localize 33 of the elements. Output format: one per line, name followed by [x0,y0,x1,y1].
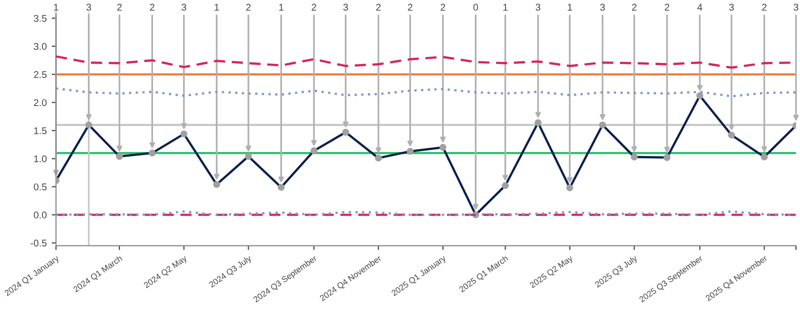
annotation: 0 [473,4,478,11]
y-tick-label: 3.0 [34,43,47,50]
annotation: 1 [568,4,572,11]
annotation: 3 [182,4,186,11]
annotation: 3 [794,4,798,11]
annotation: 2 [440,4,446,11]
annotation: 3 [600,4,605,11]
annotation: 2 [312,4,316,11]
annotation: 2 [664,4,670,11]
y-tick-label: 2.0 [34,99,47,106]
annotation: 1 [503,4,508,11]
annotation: 2 [246,4,251,11]
annotation: 3 [536,4,540,11]
annotation: 2 [762,4,766,11]
annotation: 1 [279,4,284,11]
annotation: 3 [729,4,734,11]
y-tick-label: 3.5 [34,14,47,22]
annotation: 1 [214,4,219,11]
annotation: 3 [343,4,348,11]
y-tick-label: 2.5 [34,71,47,78]
annotation: 2 [150,4,154,11]
y-tick-label: 1.5 [34,127,47,134]
annotation: 3 [86,4,92,11]
annotation: 2 [376,4,381,11]
annotation: 2 [632,4,636,11]
y-tick-label: 1.0 [34,155,47,162]
annotation: 1 [54,4,58,11]
annotation: 2 [408,4,412,11]
y-tick-label: 0.0 [34,212,47,218]
y-tick-label: 0.5 [34,183,47,190]
annotation: 2 [117,4,122,11]
y-tick-label: -0.5 [30,240,47,247]
annotation: 4 [697,4,702,11]
